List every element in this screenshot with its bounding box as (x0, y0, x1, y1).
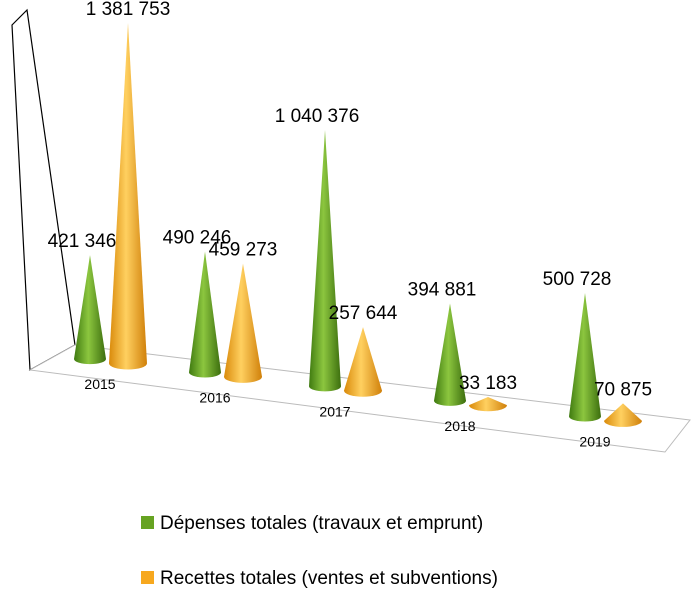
cone (604, 403, 642, 427)
cone (189, 251, 221, 378)
cone (74, 255, 106, 365)
value-label: 33 183 (459, 373, 517, 394)
legend-swatch (141, 571, 154, 584)
value-label: 394 881 (408, 279, 477, 300)
value-label: 490 246 (163, 228, 232, 249)
category-label: 2019 (579, 433, 610, 449)
value-label: 500 728 (543, 269, 612, 290)
back-wall (11, 8, 76, 371)
value-label: 421 346 (48, 231, 117, 252)
cone (569, 293, 601, 422)
cone (309, 129, 341, 392)
cone (344, 327, 382, 397)
legend-label: Recettes totales (ventes et subventions) (160, 568, 498, 589)
value-label: 1 040 376 (275, 106, 360, 127)
legend-label: Dépenses totales (travaux et emprunt) (160, 513, 483, 534)
cone (434, 303, 466, 406)
category-label: 2017 (319, 403, 350, 419)
category-label: 2015 (84, 376, 115, 392)
cone (109, 22, 147, 370)
cone (224, 263, 262, 383)
value-label: 257 644 (329, 303, 398, 324)
value-label: 1 381 753 (86, 0, 171, 20)
value-label: 70 875 (594, 379, 652, 400)
cone (469, 396, 507, 412)
value-label: 459 273 (209, 240, 278, 261)
category-label: 2016 (199, 389, 230, 405)
category-label: 2018 (444, 418, 475, 434)
legend-swatch (141, 516, 154, 529)
